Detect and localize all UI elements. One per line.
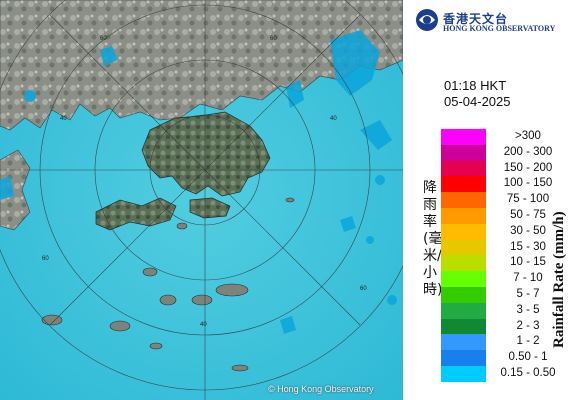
timestamp: 01:18 HKT 05-04-2025: [444, 78, 511, 110]
ring-label: 40: [200, 322, 207, 328]
legend-swatch: [441, 160, 486, 177]
ring-label: 40: [330, 116, 337, 122]
range-rings: [0, 0, 403, 400]
ring-label: 60: [360, 286, 367, 292]
legend-range-label: 7 - 10: [513, 272, 543, 285]
legend-swatch: [441, 192, 486, 208]
legend-swatch: [441, 271, 486, 287]
legend-swatch: [441, 302, 486, 319]
legend-row: 100 - 150: [441, 176, 571, 193]
lantau-island: [95, 197, 177, 231]
legend-swatch: [441, 129, 486, 145]
hong-kong-land: [141, 111, 271, 197]
legend-row: 7 - 10: [441, 271, 571, 287]
legend-range-label: 200 - 300: [503, 145, 553, 158]
legend-row: 5 - 7: [441, 286, 571, 303]
legend-range-label: 5 - 7: [516, 287, 540, 300]
legend-range-label: 0.15 - 0.50: [500, 366, 556, 379]
legend-range-label: 75 - 100: [506, 193, 550, 206]
legend-title-chinese: 降雨率(毫米/小時): [423, 180, 443, 298]
legend-swatch: [441, 318, 486, 335]
copyright-text: © Hong Kong Observatory: [268, 384, 374, 394]
legend-swatch: [441, 239, 486, 256]
legend-range-label: 10 - 15: [510, 256, 546, 269]
ring-label: 40: [60, 116, 67, 122]
legend-range-label: 100 - 150: [503, 177, 553, 190]
legend-swatch: [441, 350, 486, 366]
legend-row: 15 - 30: [441, 239, 571, 256]
legend-row: 10 - 15: [441, 255, 571, 272]
legend-range-label: >300: [515, 130, 541, 142]
legend-range-label: 15 - 30: [510, 240, 546, 253]
ring-label: 60: [270, 36, 277, 42]
legend-swatch: [441, 286, 486, 303]
legend-row: 3 - 5: [441, 302, 571, 319]
legend-row: 50 - 75: [441, 207, 571, 224]
radar-time: 01:18 HKT: [444, 78, 507, 93]
hko-logo: 香港天文台 HONG KONG OBSERVATORY: [415, 4, 575, 36]
legend-swatch: [441, 255, 486, 272]
logo-chinese: 香港天文台: [443, 12, 509, 26]
legend-row: 2 - 3: [441, 318, 571, 335]
legend-swatch: [441, 223, 486, 240]
logo-english: HONG KONG OBSERVATORY: [443, 24, 556, 33]
outlying-islands: [41, 197, 295, 372]
legend-swatch: [441, 176, 486, 193]
legend-row: 1 - 2: [441, 334, 571, 351]
rainfall-legend: >300 200 - 300 150 - 200 100 - 150 75 - 100 5…: [441, 129, 571, 382]
legend-swatch: [441, 365, 486, 382]
legend-row: 30 - 50: [441, 223, 571, 240]
legend-row: >300: [441, 129, 571, 145]
legend-swatch: [441, 207, 486, 224]
legend-panel: 香港天文台 HONG KONG OBSERVATORY 01:18 HKT 05…: [403, 0, 577, 400]
legend-range-label: 150 - 200: [503, 161, 553, 174]
radar-map: 60 60 40 40 60 40 60 © Hong Kong Observa…: [0, 0, 403, 400]
legend-title-english: Rainfall Rate (mm/h): [551, 211, 567, 348]
legend-range-label: 30 - 50: [510, 224, 546, 237]
legend-range-label: 1 - 2: [516, 335, 540, 348]
hko-logo-icon: [416, 9, 438, 31]
legend-range-label: 50 - 75: [510, 208, 546, 221]
legend-range-label: 3 - 5: [516, 303, 540, 316]
legend-row: 0.15 - 0.50: [441, 365, 571, 382]
hk-island: [189, 197, 231, 219]
legend-range-label: 0.50 - 1: [508, 351, 548, 364]
ring-label: 60: [42, 256, 49, 262]
radar-date: 05-04-2025: [444, 94, 511, 109]
legend-row: 200 - 300: [441, 144, 571, 161]
legend-row: 75 - 100: [441, 192, 571, 208]
legend-swatch: [441, 144, 486, 161]
legend-swatch: [441, 334, 486, 351]
rain-echoes: [0, 30, 397, 334]
radar-image: 60 60 40 40 60 40 60: [0, 0, 403, 400]
ring-label: 60: [100, 36, 107, 42]
range-ring-labels: 60 60 40 40 60 40 60: [42, 36, 367, 328]
legend-row: 150 - 200: [441, 160, 571, 177]
legend-row: 0.50 - 1: [441, 350, 571, 366]
legend-range-label: 2 - 3: [516, 319, 540, 332]
